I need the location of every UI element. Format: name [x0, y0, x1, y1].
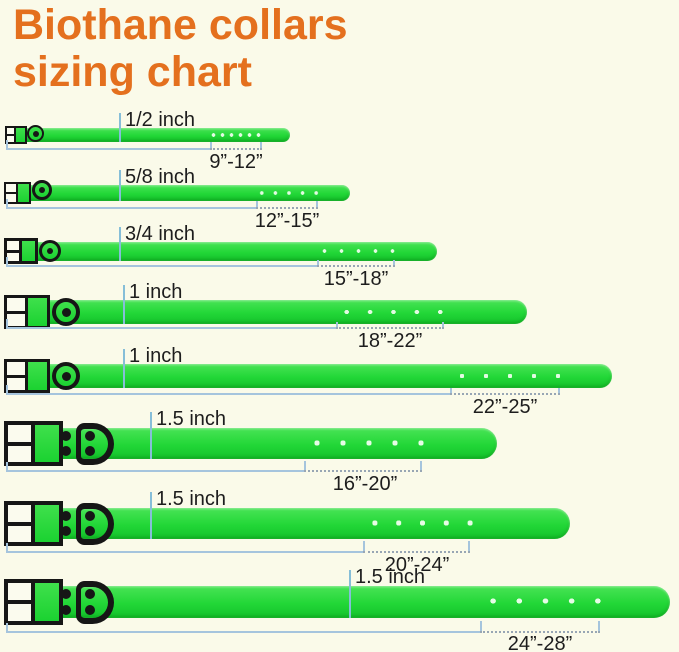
bracket-tick [468, 541, 470, 551]
rivet-icon [61, 431, 71, 441]
bracket-tick [442, 322, 444, 327]
bracket-tick [6, 257, 8, 265]
buckle-icon [4, 421, 63, 466]
bracket-tick [363, 541, 365, 551]
width-tick [119, 170, 121, 201]
width-label: 1.5 inch [355, 566, 426, 588]
width-tick [123, 349, 125, 388]
buckle-icon [5, 126, 27, 144]
adjustment-holes [209, 131, 263, 139]
length-bracket [6, 551, 363, 553]
adjustment-holes [304, 439, 434, 447]
bracket-tick [6, 199, 8, 207]
width-label: 1.5 inch [156, 408, 227, 430]
o-ring-icon [27, 125, 44, 142]
adjustment-holes [480, 597, 611, 605]
size-range-label: 24”-28” [507, 633, 573, 652]
length-bracket [6, 631, 480, 633]
length-bracket [6, 207, 256, 209]
width-tick [119, 113, 121, 142]
rivet-icon [61, 446, 71, 456]
buckle-icon [4, 359, 50, 393]
bracket-tick [210, 142, 212, 148]
bracket-tick [256, 201, 258, 207]
o-ring-icon [32, 180, 52, 200]
title-line-1: Biothane collars [13, 1, 348, 49]
width-tick [349, 570, 351, 618]
bracket-tick [6, 543, 8, 551]
width-label: 1.5 inch [156, 488, 227, 510]
buckle-icon [4, 182, 31, 204]
title-line-2: sizing chart [13, 48, 252, 96]
width-tick [150, 492, 152, 539]
bracket-tick [393, 260, 395, 265]
rivet-icon [61, 605, 71, 615]
bracket-tick [317, 260, 319, 265]
adjustment-holes [255, 189, 323, 197]
size-range-label: 22”-25” [472, 396, 538, 418]
bracket-tick [260, 142, 262, 148]
size-range-label: 12”-15” [254, 210, 320, 232]
size-range-label: 20”-24” [384, 554, 450, 576]
bracket-tick [420, 461, 422, 470]
bracket-tick [6, 623, 8, 631]
length-bracket-dotted [336, 327, 444, 329]
bracket-tick [558, 388, 560, 393]
length-bracket-dotted [363, 551, 470, 553]
length-bracket-dotted [210, 148, 262, 150]
width-label: 3/4 inch [125, 223, 196, 245]
bracket-tick [6, 462, 8, 470]
buckle-icon [4, 579, 63, 625]
length-bracket [6, 393, 450, 395]
rivet-icon [61, 526, 71, 536]
rivet-icon [61, 511, 71, 521]
width-label: 1/2 inch [125, 109, 196, 131]
bracket-tick [480, 621, 482, 631]
buckle-icon [4, 295, 50, 329]
size-range-label: 15”-18” [323, 268, 389, 290]
width-label: 1 inch [129, 345, 183, 367]
length-bracket-dotted [256, 207, 318, 209]
size-range-label: 9”-12” [209, 151, 263, 173]
adjustment-holes [363, 519, 482, 527]
size-range-label: 16”-20” [332, 473, 398, 495]
length-bracket-dotted [480, 631, 600, 633]
length-bracket [6, 148, 210, 150]
page-title: Biothane collars sizing chart [13, 2, 348, 96]
width-tick [123, 285, 125, 324]
collar-strap [6, 242, 437, 261]
rivet-icon [61, 589, 71, 599]
d-ring-icon [76, 423, 114, 465]
buckle-icon [4, 501, 63, 546]
length-bracket-dotted [304, 470, 422, 472]
bracket-tick [6, 319, 8, 327]
length-bracket-dotted [450, 393, 560, 395]
o-ring-icon [52, 362, 80, 390]
length-bracket [6, 327, 336, 329]
size-range-label: 18”-22” [357, 330, 423, 352]
length-bracket-dotted [317, 265, 395, 267]
length-bracket [6, 265, 317, 267]
o-ring-icon [52, 298, 80, 326]
length-bracket [6, 470, 304, 472]
bracket-tick [316, 201, 318, 207]
o-ring-icon [39, 240, 61, 262]
adjustment-holes [335, 308, 452, 316]
width-label: 5/8 inch [125, 166, 196, 188]
adjustment-holes [450, 372, 570, 380]
bracket-tick [304, 461, 306, 470]
bracket-tick [450, 388, 452, 393]
bracket-tick [598, 621, 600, 631]
width-label: 1 inch [129, 281, 183, 303]
adjustment-holes [316, 247, 401, 255]
buckle-icon [4, 238, 38, 264]
d-ring-icon [76, 581, 114, 624]
bracket-tick [6, 140, 8, 148]
width-tick [150, 412, 152, 459]
bracket-tick [6, 385, 8, 393]
width-tick [119, 227, 121, 261]
d-ring-icon [76, 503, 114, 545]
bracket-tick [336, 322, 338, 327]
